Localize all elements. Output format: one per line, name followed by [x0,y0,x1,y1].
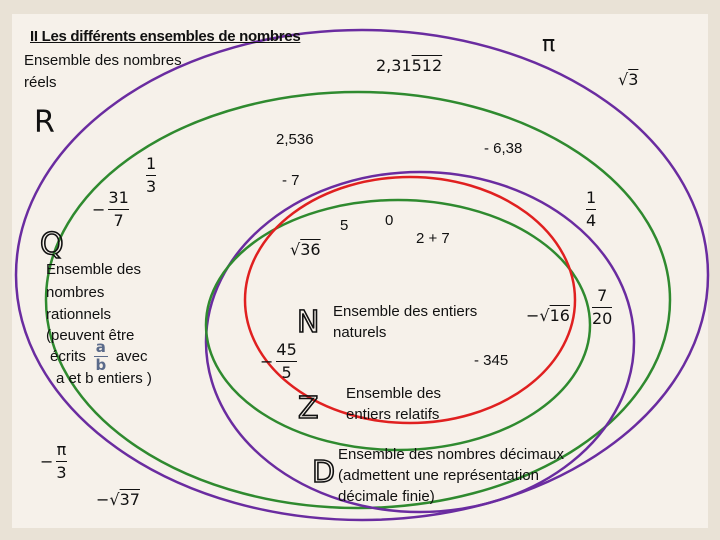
fraction-b: b [95,356,107,374]
set-D-description-line3: décimale finie) [338,488,435,505]
fraction-a: a [95,338,106,356]
number-pi: π [542,32,556,57]
set-Q-ecrits: écrits [50,347,86,365]
ellipse-D [204,170,636,514]
set-R-description-line2: réels [24,74,57,91]
set-Q-written-as: écrits a b avec [50,340,148,373]
set-D-description-line2: (admettent une représentation [338,467,539,484]
set-D-letter: D [311,455,336,490]
fraction-a-over-b: a b [93,338,108,374]
number-2-31512-int: 2,31 [376,56,412,75]
number-0: 0 [385,212,394,229]
set-Q-description-line4: (peuvent être [46,327,135,344]
number-neg-sqrt-37: −√37 [96,490,140,509]
fraction-7-over-20: 7 20 [592,286,613,328]
set-R-description-line1: Ensemble des nombres [24,52,182,69]
number-5: 5 [340,217,349,234]
number-neg-6-38: - 6,38 [484,140,523,157]
set-N-description-line2: naturels [333,324,387,341]
number-2-31512: 2,31512 [376,55,442,77]
set-Q-description-line3: rationnels [46,306,112,323]
sqrt-symbol: √ [618,70,629,89]
ellipse-R [14,28,710,522]
ellipse-Q [44,90,672,510]
number-neg-sqrt-16: −√16 [526,306,570,325]
set-Z-letter: Z [297,391,319,426]
set-Q-avec: avec [115,347,148,365]
fraction-neg-31-over-7: − 31 7 [92,188,129,230]
set-Q-description-line2: nombres [46,284,105,301]
fraction-neg-45-over-5: − 45 5 [260,340,297,382]
set-D-description-line1: Ensemble des nombres décimaux [338,446,564,463]
number-2-31512-period: 512 [411,56,443,75]
ellipse-N [243,175,577,425]
number-2-536: 2,536 [276,131,314,148]
page-title: II Les différents ensembles de nombres [30,28,301,45]
number-neg-7: - 7 [282,172,300,189]
set-Q-description-line6: a et b entiers ) [56,370,152,387]
number-sqrt-36: √36 [290,240,321,259]
set-N-description-line1: Ensemble des entiers [333,303,478,320]
set-R-letter: R [34,105,55,140]
ellipse-Z [204,198,592,452]
number-sqrt-3: √3 [618,70,639,89]
set-Z-description-line2: entiers relatifs [346,406,440,423]
number-2-plus-7: 2 + 7 [416,230,450,247]
set-Q-description-line1: Ensemble des [46,261,142,278]
set-Q-letter: Q [39,227,64,262]
number-neg-345: - 345 [474,352,509,369]
set-Z-description-line1: Ensemble des [346,385,442,402]
set-N-letter: N [296,305,320,340]
